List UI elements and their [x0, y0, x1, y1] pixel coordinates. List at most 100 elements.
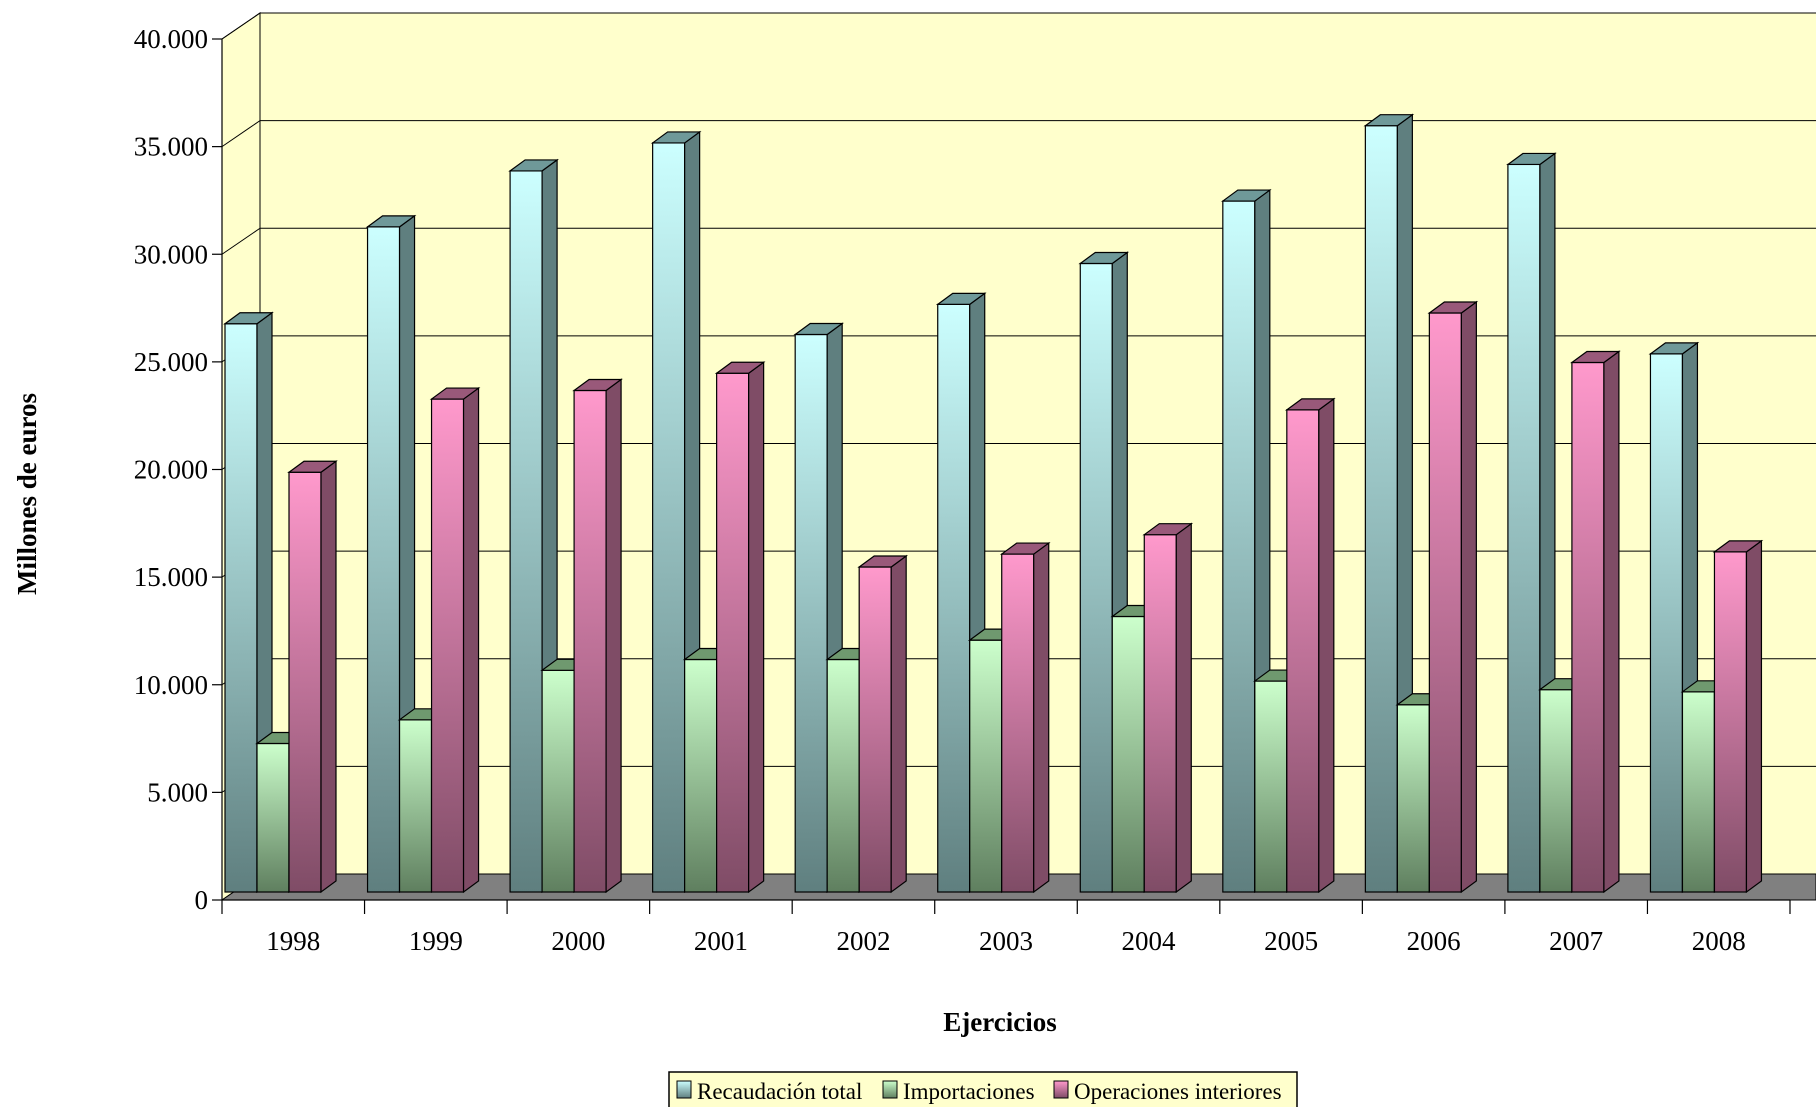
bar-front	[1111, 615, 1145, 893]
y-tick-label: 5.000	[147, 777, 208, 807]
y-tick-label: 40.000	[134, 24, 208, 54]
gridline-diagonal	[221, 227, 261, 255]
bar-side	[1460, 300, 1477, 894]
bar-top	[1427, 301, 1479, 314]
bar-2004-s2	[1142, 522, 1194, 894]
y-tick-label: 25.000	[134, 347, 208, 377]
legend-label-importaciones: Importaciones	[903, 1079, 1035, 1104]
x-tick-label: 2001	[694, 926, 748, 956]
bar-2002-s2	[857, 554, 909, 894]
x-tick-label: 2007	[1549, 926, 1603, 956]
bar-front	[1364, 125, 1398, 893]
bar-2008-s2	[1712, 539, 1764, 894]
bar-top	[223, 312, 274, 325]
bar-front	[1681, 691, 1716, 893]
x-tick-label: 2000	[551, 926, 605, 956]
bar-front	[1001, 553, 1035, 893]
bar-front	[1539, 689, 1573, 893]
bar-top	[1284, 398, 1336, 411]
bar-2007-s2	[1570, 350, 1621, 894]
gridline-diagonal	[221, 12, 261, 40]
bar-top	[650, 131, 702, 144]
bar-front	[509, 170, 543, 893]
bar-front	[858, 566, 892, 893]
bar-front	[224, 323, 258, 893]
bar-side	[1175, 522, 1192, 894]
bar-top	[1142, 523, 1194, 536]
bar-side	[320, 460, 337, 894]
bar-top	[1078, 251, 1130, 265]
bar-1998-s2	[287, 460, 338, 894]
legend-label-operaciones: Operaciones interiores	[1074, 1079, 1282, 1104]
bar-top	[365, 215, 417, 228]
y-axis-title: Millones de euros	[12, 393, 42, 595]
bar-top	[793, 322, 845, 336]
bar-front	[256, 742, 290, 893]
x-tick-label: 1998	[266, 926, 320, 956]
bar-front	[969, 639, 1003, 893]
bar-top	[1648, 342, 1700, 355]
y-tick-label: 30.000	[134, 239, 208, 269]
bar-1999-s2	[429, 386, 481, 894]
y-tick-label: 0	[195, 885, 209, 915]
y-axis: 0 5.000 10.000 15.000 20.000 25.000 30.000 35.0…	[134, 24, 223, 915]
bar-front	[1222, 200, 1256, 893]
bar-top	[572, 378, 623, 392]
bar-front	[1254, 680, 1288, 893]
bar-top	[429, 387, 481, 400]
x-tick-label: 2003	[979, 926, 1033, 956]
bar-top	[508, 159, 559, 172]
bar-top	[1220, 189, 1272, 202]
legend: Recaudación total Importaciones Operacio…	[668, 1071, 1298, 1109]
bar-front	[1571, 361, 1605, 893]
bar-side	[890, 554, 907, 894]
bar-front	[1396, 704, 1430, 893]
bar-top	[935, 292, 987, 305]
legend-label-recaudacion: Recaudación total	[697, 1079, 862, 1104]
bar-2001-s2	[714, 361, 766, 894]
bar-2003-s2	[999, 541, 1051, 894]
bar-2001-s0	[650, 130, 702, 894]
bar-front	[826, 658, 860, 893]
bar-side	[1318, 397, 1335, 894]
x-tick-label: 2006	[1407, 926, 1461, 956]
legend-swatch-operaciones	[1053, 1080, 1069, 1099]
bar-2005-s2	[1284, 397, 1336, 894]
bar-top	[714, 361, 766, 374]
x-axis: 1998 1999 2000 2001 2002 2003 2004 2005 2006 2007…	[221, 899, 1791, 956]
x-tick-label: 2008	[1692, 926, 1746, 956]
bar-front	[541, 669, 575, 893]
bar-2008-s0	[1648, 341, 1700, 894]
y-tick-label: 20.000	[134, 455, 208, 485]
bar-2006-s0	[1363, 113, 1415, 894]
bar-front	[794, 333, 828, 893]
bar-top	[1712, 540, 1764, 553]
bar-front	[937, 303, 971, 893]
gridline-diagonal	[221, 120, 261, 148]
bar-top	[1506, 152, 1557, 166]
bar-side	[748, 361, 765, 894]
bar-front	[1649, 353, 1684, 893]
y-tick-label: 35.000	[134, 132, 208, 162]
bar-front	[1713, 551, 1748, 893]
bar-front	[684, 658, 718, 893]
x-tick-label: 1999	[409, 926, 463, 956]
bar-side	[1033, 541, 1050, 894]
bar-side	[1745, 539, 1763, 894]
bar-front	[1143, 534, 1177, 893]
x-tick-label: 2005	[1264, 926, 1318, 956]
legend-swatch-importaciones	[882, 1080, 898, 1099]
bar-front	[573, 389, 607, 893]
legend-swatch-recaudacion	[676, 1080, 692, 1099]
x-tick-label: 2004	[1122, 926, 1177, 956]
y-tick-label: 15.000	[134, 562, 208, 592]
bar-top	[1363, 114, 1415, 127]
bar-front	[1286, 409, 1320, 893]
bar-front	[288, 471, 322, 893]
bar-top	[857, 555, 909, 568]
bar-side	[605, 378, 622, 894]
bar-front	[366, 226, 401, 893]
bar-front	[1079, 262, 1113, 893]
